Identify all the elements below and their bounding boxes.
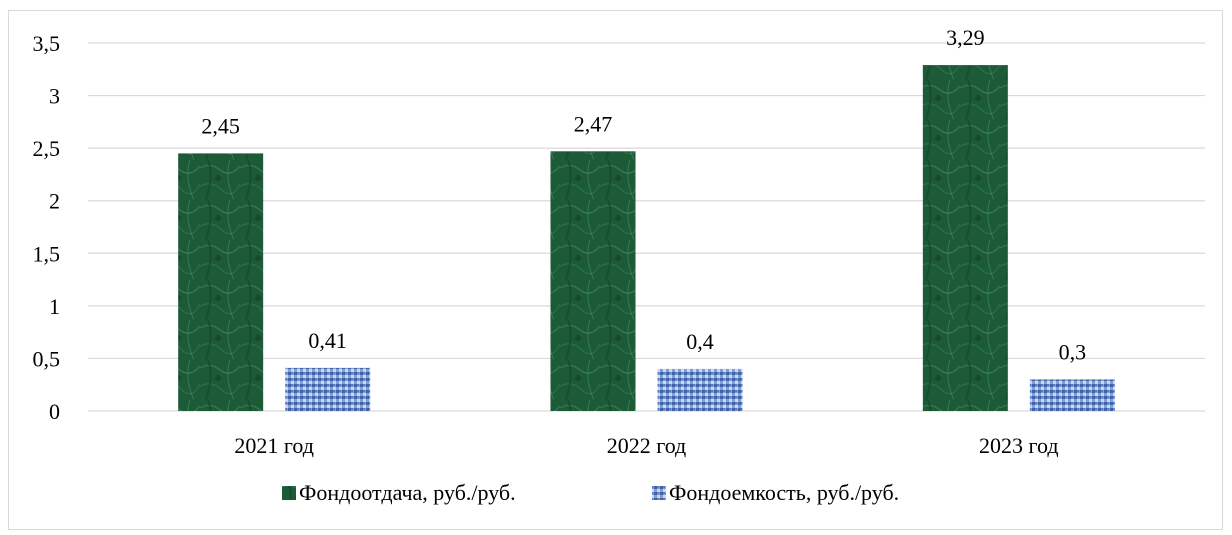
y-tick-label: 0,5 [33,346,61,371]
y-tick-label: 2,5 [33,136,61,161]
x-category-label: 2023 год [979,433,1059,458]
x-axis-categories: 2021 год 2022 год 2023 год [234,433,1058,458]
data-label-fondootdacha: 2,47 [574,111,613,136]
bar-fondoemkost [285,367,371,411]
legend-label-fondoemkost: Фондоемкость, руб./руб. [669,480,899,505]
y-axis-ticks: 0 0,5 1 1,5 2 2,5 3 3,5 [33,31,61,424]
bar-fondootdacha [550,151,636,411]
gridlines [88,42,1205,412]
data-labels: 2,45 0,41 2,47 0,4 3,29 0,3 [201,25,1086,364]
x-category-label: 2021 год [234,433,314,458]
data-label-fondoemkost: 0,3 [1059,339,1087,364]
bar-fondoemkost [1029,379,1115,411]
x-category-label: 2022 год [607,433,687,458]
bar-fondootdacha [922,65,1008,411]
y-tick-label: 1,5 [33,241,61,266]
legend-swatch-fondoemkost [652,486,666,500]
data-label-fondootdacha: 3,29 [946,25,985,50]
data-label-fondootdacha: 2,45 [201,113,240,138]
data-label-fondoemkost: 0,41 [308,328,347,353]
y-tick-label: 1 [49,294,60,319]
bars [178,65,1115,411]
data-label-fondoemkost: 0,4 [686,329,714,354]
y-tick-label: 2 [49,189,60,214]
bar-fondoemkost [657,368,743,411]
y-tick-label: 0 [49,399,60,424]
legend-swatch-fondootdacha [282,486,296,500]
y-tick-label: 3,5 [33,31,61,56]
y-tick-label: 3 [49,84,60,109]
bar-fondootdacha [178,153,264,411]
legend-label-fondootdacha: Фондоотдача, руб./руб. [299,480,516,505]
legend: Фондоотдача, руб./руб. Фондоемкость, руб.… [282,480,899,505]
